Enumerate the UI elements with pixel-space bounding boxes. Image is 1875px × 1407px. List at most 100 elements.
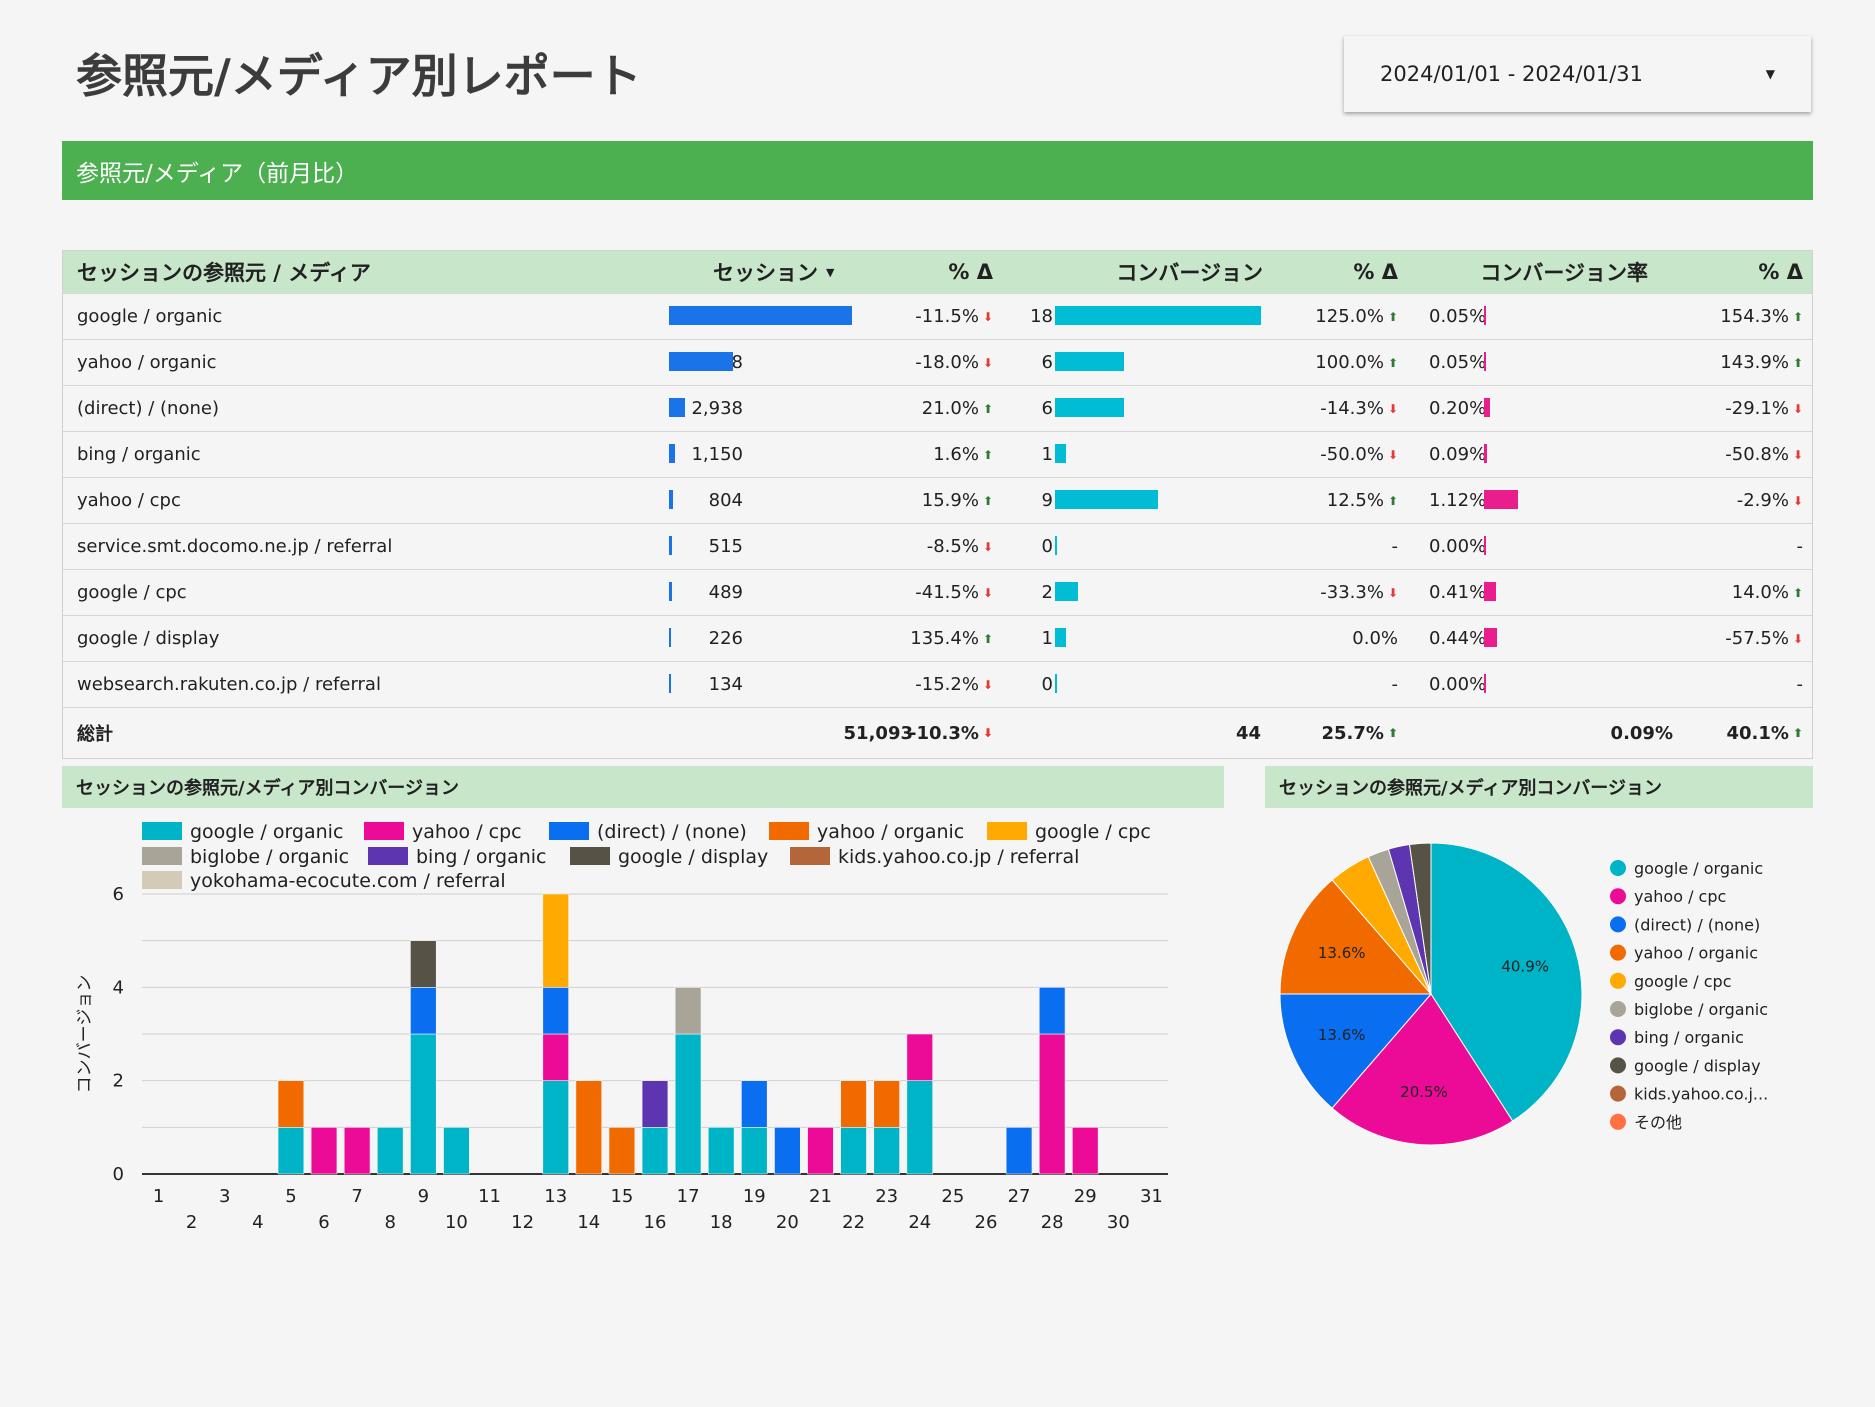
row-source: (direct) / (none) xyxy=(77,398,219,419)
bar-segment xyxy=(1038,987,1066,1035)
table-row[interactable]: (direct) / (none) 2,938 21.0% ⬆ 6 -14.3% ⬇ 0.20… xyxy=(63,385,1812,431)
row-source: websearch.rakuten.co.jp / referral xyxy=(77,674,381,695)
legend-dot xyxy=(1610,944,1626,961)
sessions-bar xyxy=(669,582,672,601)
page-title: 参照元/メディア別レポート xyxy=(76,49,642,103)
row-cvr: 1.12% xyxy=(1429,490,1487,511)
row-cvr: 0.09% xyxy=(1429,444,1487,465)
legend-label: bing / organic xyxy=(416,846,547,868)
row-sessions-delta: -8.5% ⬇ xyxy=(843,524,993,569)
arrow-down-icon: ⬇ xyxy=(1387,401,1398,416)
legend-swatch xyxy=(142,847,182,865)
row-sessions-delta: 15.9% ⬆ xyxy=(843,478,993,523)
x-tick-label: 20 xyxy=(776,1212,799,1233)
y-tick-label: 4 xyxy=(113,977,124,998)
conversions-bar xyxy=(1055,352,1124,371)
bar-segment xyxy=(873,1080,900,1128)
header-cvr[interactable]: コンバージョン率 xyxy=(1480,261,1648,285)
row-sessions-delta-value: -18.0% xyxy=(915,352,979,373)
bar-segment xyxy=(641,1127,669,1175)
row-conversions-delta: -14.3% ⬇ xyxy=(1263,386,1398,431)
bar-segment xyxy=(542,893,569,988)
row-sessions: 489 xyxy=(708,582,743,603)
arrow-up-icon: ⬆ xyxy=(982,493,993,508)
arrow-up-icon: ⬆ xyxy=(1387,726,1398,740)
row-conversions-delta: -33.3% ⬇ xyxy=(1263,570,1398,615)
legend-swatch xyxy=(368,847,408,865)
table-row[interactable]: service.smt.docomo.ne.jp / referral 515 -8… xyxy=(63,523,1812,569)
row-cvr-delta-value: 154.3% xyxy=(1720,306,1789,327)
row-sessions-delta-value: 1.6% xyxy=(933,444,979,465)
row-cvr: 0.00% xyxy=(1429,536,1487,557)
legend-dot xyxy=(1610,1113,1626,1130)
bar-chart-header: セッションの参照元/メディア別コンバージョン xyxy=(62,766,1224,808)
legend-dot xyxy=(1610,1029,1626,1046)
bar-segment xyxy=(410,987,437,1035)
legend-label: kids.yahoo.co.jp / referral xyxy=(838,846,1079,868)
cvr-bar xyxy=(1484,536,1486,555)
legend-label: kids.yahoo.co.j... xyxy=(1634,1085,1768,1104)
row-source: service.smt.docomo.ne.jp / referral xyxy=(77,536,393,557)
row-conversions-delta-value: - xyxy=(1391,674,1399,695)
row-cvr: 0.05% xyxy=(1429,306,1487,327)
row-source: google / display xyxy=(77,628,220,649)
header-conversions-delta[interactable]: % Δ xyxy=(1353,260,1398,284)
table-row[interactable]: google / organic32,733-11.5%⬇18125.0%⬆0.… xyxy=(63,293,1812,339)
arrow-down-icon: ⬇ xyxy=(982,539,993,554)
header-conversions[interactable]: コンバージョン xyxy=(1116,261,1263,285)
table-row[interactable]: google / cpc 489 -41.5% ⬇ 2 -33.3% ⬇ 0.41% 14.0%… xyxy=(63,569,1812,615)
row-cvr-delta-value: -29.1% xyxy=(1725,398,1789,419)
row-cvr-delta: 14.0% ⬆ xyxy=(1663,570,1803,615)
arrow-down-icon: ⬇ xyxy=(1792,493,1803,508)
total-conversions-delta: 25.7% ⬆ xyxy=(1263,708,1398,758)
pie-slice xyxy=(1279,993,1433,1109)
pie-chart-header: セッションの参照元/メディア別コンバージョン xyxy=(1265,766,1813,808)
legend-label: bing / organic xyxy=(1634,1028,1744,1047)
arrow-up-icon: ⬆ xyxy=(982,447,993,462)
row-sessions: 1,150 xyxy=(691,444,743,465)
x-tick-label: 23 xyxy=(875,1186,898,1207)
row-sessions-delta-value: -11.5% xyxy=(915,306,979,327)
header-sessions-delta[interactable]: % Δ xyxy=(948,260,993,284)
table-row[interactable]: websearch.rakuten.co.jp / referral 134 -15… xyxy=(63,661,1812,707)
conversions-bar xyxy=(1055,628,1067,647)
legend-label: google / display xyxy=(1634,1056,1761,1075)
header-cvr-delta[interactable]: % Δ xyxy=(1758,260,1803,284)
header-sessions[interactable]: セッション ▼ xyxy=(713,251,834,293)
arrow-up-icon: ⬆ xyxy=(982,631,993,646)
x-tick-label: 6 xyxy=(318,1212,329,1233)
arrow-up-icon: ⬆ xyxy=(1792,585,1803,600)
bar-segment xyxy=(641,1080,669,1128)
cvr-bar xyxy=(1484,628,1498,647)
table-row[interactable]: bing / organic 1,150 1.6% ⬆ 1 -50.0% ⬇ 0.09% -50… xyxy=(63,431,1812,477)
table-row[interactable]: yahoo / cpc 804 15.9% ⬆ 9 12.5% ⬆ 1.12% -2.9% ⬇ xyxy=(63,477,1812,523)
x-tick-label: 21 xyxy=(809,1186,832,1207)
row-cvr-delta: 143.9% ⬆ xyxy=(1663,340,1803,385)
x-tick-label: 9 xyxy=(418,1186,429,1207)
conversions-bar xyxy=(1055,582,1078,601)
y-tick-label: 6 xyxy=(113,884,124,905)
legend-dot xyxy=(1610,1001,1626,1017)
table-header: セッションの参照元 / メディア セッション ▼ % Δ コンバージョン % Δ… xyxy=(63,251,1812,293)
bar-segment xyxy=(542,1080,569,1175)
arrow-down-icon: ⬇ xyxy=(982,309,993,324)
table-body: google / organic32,733-11.5%⬇18125.0%⬆0.… xyxy=(63,293,1812,707)
y-axis-label: コンバージョン xyxy=(75,975,95,1094)
row-conversions-delta-value: 100.0% xyxy=(1315,352,1384,373)
x-tick-label: 8 xyxy=(384,1212,395,1233)
legend-swatch xyxy=(142,871,182,889)
table-row[interactable]: google / display 226 135.4% ⬆ 1 0.0% 0.44% -57.… xyxy=(63,615,1812,661)
arrow-up-icon: ⬆ xyxy=(1792,309,1803,324)
legend-label: (direct) / (none) xyxy=(1634,915,1760,934)
legend-label: google / cpc xyxy=(1634,972,1732,991)
header-source[interactable]: セッションの参照元 / メディア xyxy=(77,261,371,285)
table-row[interactable]: yahoo / organic11,468-18.0%⬇6100.0%⬆0.05… xyxy=(63,339,1812,385)
arrow-down-icon: ⬇ xyxy=(982,726,993,740)
row-cvr-delta: - xyxy=(1663,662,1804,707)
legend-label: google / display xyxy=(618,846,768,868)
row-conversions: 1 xyxy=(1041,628,1053,649)
date-range-picker[interactable]: 2024/01/01 - 2024/01/31 ▼ xyxy=(1344,36,1811,112)
x-tick-label: 15 xyxy=(610,1186,633,1207)
arrow-down-icon: ⬇ xyxy=(982,677,993,692)
bar-segment xyxy=(840,1127,867,1175)
